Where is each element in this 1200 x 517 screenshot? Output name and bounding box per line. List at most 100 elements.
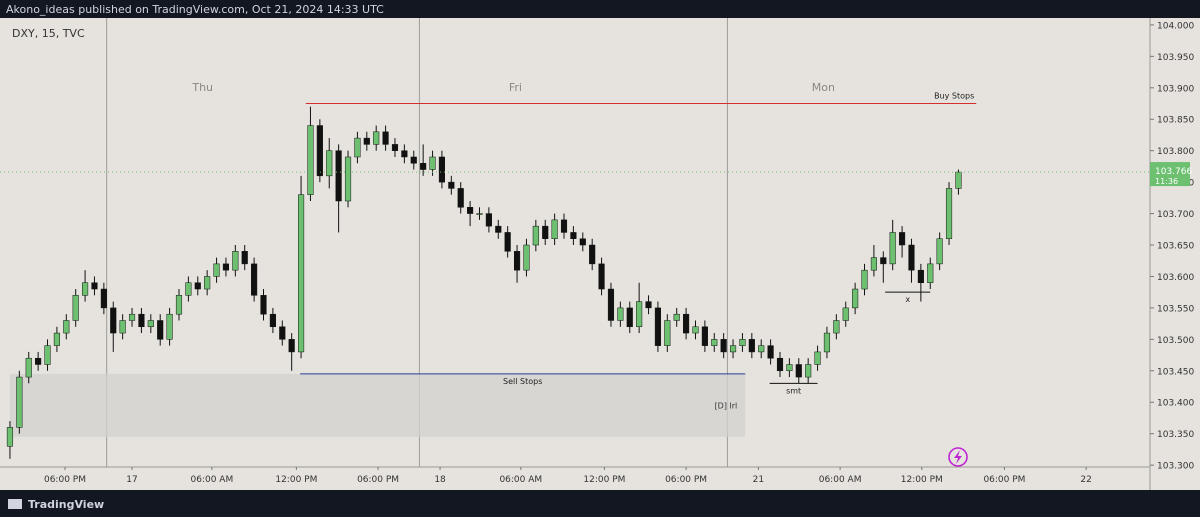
- candle-body: [241, 251, 248, 265]
- y-tick-label: 103.450: [1157, 367, 1194, 377]
- candle-body: [128, 313, 136, 321]
- candle-body: [495, 225, 502, 233]
- candle-body: [373, 131, 380, 145]
- x-tick-label: 06:00 PM: [357, 475, 399, 485]
- candle-body: [626, 307, 633, 328]
- time-axis: [0, 467, 1150, 490]
- x-tick-label: 21: [753, 475, 764, 485]
- candle-body: [786, 364, 793, 372]
- candle-body: [701, 326, 708, 346]
- candle-body: [213, 263, 220, 277]
- candle-body: [194, 282, 201, 290]
- candle-body: [673, 313, 680, 321]
- candle-body: [82, 282, 89, 296]
- candle-body: [692, 326, 699, 334]
- candle-body: [6, 427, 14, 447]
- candle-body: [513, 251, 521, 271]
- candle-body: [166, 313, 173, 340]
- candle-body: [607, 288, 615, 321]
- y-tick-label: 103.600: [1157, 273, 1194, 283]
- candle-body: [44, 345, 51, 365]
- x-tick-label: 18: [434, 475, 446, 485]
- candle-body: [908, 244, 915, 271]
- candle-body: [729, 345, 737, 353]
- candle-body: [354, 137, 361, 158]
- candle-body: [16, 376, 23, 428]
- candle-body: [560, 219, 568, 233]
- candle-body: [476, 213, 483, 215]
- candle-body: [119, 320, 126, 334]
- candle-body: [936, 238, 943, 265]
- candle-body: [880, 257, 887, 265]
- candle-body: [645, 301, 652, 309]
- x-tick-label: 12:00 PM: [583, 475, 625, 485]
- y-tick-label: 103.700: [1157, 210, 1194, 220]
- session-label: Fri: [509, 81, 522, 94]
- y-tick-label: 103.650: [1157, 242, 1194, 252]
- y-tick-label: 103.500: [1157, 336, 1194, 346]
- candle-body: [899, 232, 906, 246]
- candle-body: [251, 263, 258, 296]
- candle-body: [157, 320, 164, 340]
- candle-body: [485, 213, 492, 227]
- x-tick-label: 12:00 PM: [901, 475, 943, 485]
- x-tick-label: 06:00 AM: [190, 475, 233, 485]
- candle-body: [185, 282, 192, 296]
- candle-body: [363, 137, 370, 145]
- candle-body: [204, 276, 211, 290]
- publish-info: Akono_ideas published on TradingView.com…: [6, 3, 384, 16]
- x-tick-label: 06:00 PM: [665, 475, 707, 485]
- candle-body: [805, 364, 812, 378]
- x-tick-label: 06:00 AM: [819, 475, 862, 485]
- candle-body: [870, 257, 877, 271]
- candle-body: [504, 232, 511, 252]
- candle-body: [842, 307, 849, 321]
- x-tick-label: 17: [126, 475, 137, 485]
- candle-body: [298, 194, 305, 353]
- y-tick-label: 103.400: [1157, 399, 1194, 409]
- x-tick-label: 22: [1080, 475, 1091, 485]
- candle-body: [316, 125, 323, 177]
- candle-body: [232, 251, 239, 271]
- countdown: 11:36: [1155, 177, 1178, 186]
- candle-body: [438, 156, 445, 183]
- candle-body: [664, 320, 671, 346]
- candle-body: [279, 326, 286, 340]
- candle-body: [467, 207, 474, 214]
- y-tick-label: 104.000: [1157, 21, 1194, 31]
- candle-body: [945, 188, 953, 239]
- candle-body: [457, 188, 464, 208]
- symbol-label: DXY, 15, TVC: [12, 27, 85, 40]
- candle-body: [833, 320, 840, 334]
- candle-body: [147, 320, 154, 328]
- candle-body: [767, 345, 774, 359]
- tv-logo: [8, 499, 22, 509]
- x-tick-label: 06:00 AM: [499, 475, 542, 485]
- candle-body: [617, 307, 624, 321]
- x-tick-label: 12:00 PM: [275, 475, 317, 485]
- candle-body: [579, 238, 586, 246]
- y-tick-label: 103.300: [1157, 462, 1194, 472]
- liquidity-zone: [9, 373, 746, 437]
- candle-body: [739, 339, 746, 346]
- session-label: Thu: [191, 81, 213, 94]
- candle-body: [542, 225, 549, 239]
- candle-body: [72, 295, 79, 321]
- candle-body: [110, 307, 117, 334]
- candle-body: [551, 219, 558, 239]
- level-label: smt: [786, 386, 801, 395]
- footer-brand: TradingView: [28, 498, 104, 511]
- candle-body: [683, 313, 690, 334]
- candle-body: [222, 263, 230, 271]
- candle-body: [720, 339, 727, 353]
- candle-body: [269, 313, 276, 328]
- candle-body: [711, 339, 718, 346]
- candle-body: [53, 332, 60, 346]
- candle-body: [448, 181, 455, 189]
- candle-body: [429, 156, 436, 170]
- candle-body: [523, 244, 530, 271]
- candle-body: [852, 288, 859, 309]
- session-label: Mon: [812, 81, 835, 94]
- candle-body: [307, 125, 314, 195]
